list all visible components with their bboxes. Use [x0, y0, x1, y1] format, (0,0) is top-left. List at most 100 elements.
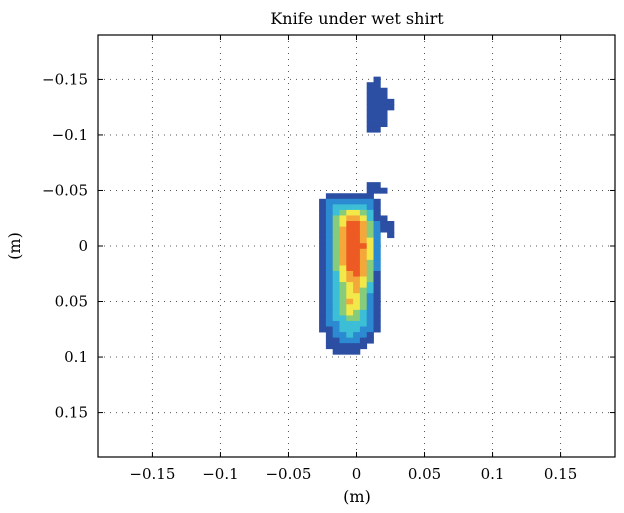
heatmap-cell	[332, 276, 340, 283]
heatmap-cell	[319, 309, 327, 316]
heatmap-cell	[366, 254, 374, 261]
heatmap-cell	[332, 348, 340, 355]
heatmap-cell	[353, 232, 361, 239]
heatmap-cell	[332, 298, 340, 305]
heatmap-cell	[353, 348, 361, 355]
heatmap-cell	[366, 293, 374, 300]
heatmap-cell	[380, 98, 388, 105]
heatmap-cell	[339, 254, 347, 261]
heatmap-cell	[373, 121, 381, 128]
heatmap-cell	[359, 237, 368, 244]
heatmap-cell	[359, 320, 368, 327]
heatmap-cell	[359, 326, 368, 333]
heatmap-cell	[353, 276, 361, 283]
heatmap-cell	[353, 226, 361, 233]
heatmap-cell	[359, 298, 368, 305]
heatmap-cell	[366, 209, 374, 216]
heatmap-cell	[332, 193, 340, 200]
heatmap-cell	[332, 320, 340, 327]
heatmap-cell	[366, 109, 374, 116]
heatmap-cell	[325, 315, 334, 322]
heatmap-cell	[366, 215, 374, 222]
heatmap-cell	[373, 98, 381, 105]
heatmap-cell	[366, 187, 374, 194]
heatmap-cell	[353, 254, 361, 261]
heatmap-cell	[339, 265, 347, 272]
heatmap-cell	[339, 332, 347, 339]
heatmap-cell	[359, 221, 368, 227]
heatmap-cell	[366, 259, 374, 266]
heatmap-cell	[346, 270, 354, 277]
heatmap-cell	[366, 315, 374, 322]
heatmap-cell	[319, 232, 327, 239]
x-tick-label: 0.1	[481, 465, 505, 483]
x-tick-label: −0.15	[129, 465, 175, 483]
heatmap-cell	[380, 109, 388, 116]
heatmap-cell	[332, 232, 340, 239]
heatmap-cell	[353, 215, 361, 222]
heatmap-cell	[359, 198, 368, 205]
heatmap-cell	[346, 298, 354, 305]
heatmap-cell	[359, 243, 368, 250]
heatmap-cell	[332, 248, 340, 255]
heatmap-cell	[359, 204, 368, 211]
heatmap-cell	[380, 187, 388, 194]
heatmap-cell	[339, 343, 347, 350]
heatmap-cell	[325, 304, 334, 311]
heatmap-cell	[366, 198, 374, 205]
heatmap-cell	[359, 259, 368, 266]
heatmap-cell	[387, 98, 395, 105]
heatmap-cell	[339, 287, 347, 294]
heatmap-cell	[366, 193, 374, 200]
heatmap-cell	[339, 320, 347, 327]
heatmap-cell	[353, 248, 361, 255]
heatmap-cell	[366, 309, 374, 316]
heatmap-cell	[373, 182, 381, 189]
heatmap-cells	[319, 76, 395, 355]
heatmap-cell	[339, 198, 347, 205]
heatmap-cell	[346, 243, 354, 250]
y-axis-label: (m)	[5, 232, 24, 260]
heatmap-cell	[346, 293, 354, 300]
heatmap-cell	[332, 343, 340, 350]
heatmap-cell	[366, 326, 374, 333]
heatmap-cell	[353, 243, 361, 250]
heatmap-cell	[332, 254, 340, 261]
heatmap-cell	[366, 98, 374, 105]
heatmap-cell	[319, 304, 327, 311]
heatmap-cell	[325, 332, 334, 339]
heatmap-cell	[366, 337, 374, 344]
heatmap-cell	[359, 343, 368, 350]
heatmap-cell	[319, 326, 327, 333]
heatmap-cell	[359, 254, 368, 261]
heatmap-cell	[373, 320, 381, 327]
x-tick-label: 0	[352, 465, 362, 483]
heatmap-cell	[346, 337, 354, 344]
y-tick-labels: −0.15 −0.1 −0.05 0 0.05 0.1 0.15	[42, 70, 88, 421]
heatmap-cell	[373, 226, 381, 233]
heatmap-cell	[359, 337, 368, 344]
heatmap-cell	[353, 309, 361, 316]
heatmap-cell	[353, 282, 361, 289]
heatmap-cell	[325, 226, 334, 233]
heatmap-cell	[332, 309, 340, 316]
heatmap-cell	[353, 270, 361, 277]
heatmap-cell	[373, 259, 381, 266]
tick-marks	[98, 35, 615, 457]
heatmap-cell	[319, 215, 327, 222]
heatmap-cell	[353, 193, 361, 200]
heatmap-cell	[346, 193, 354, 200]
heatmap-cell	[373, 187, 381, 194]
heatmap-cell	[373, 76, 381, 83]
heatmap-cell	[366, 104, 374, 111]
heatmap-cell	[373, 326, 381, 333]
heatmap-cell	[325, 309, 334, 316]
heatmap-cell	[380, 121, 388, 128]
heatmap-cell	[332, 287, 340, 294]
heatmap-cell	[346, 237, 354, 244]
heatmap-cell	[339, 237, 347, 244]
heatmap-cell	[319, 270, 327, 277]
x-tick-label: 0.05	[408, 465, 441, 483]
heatmap-cell	[325, 287, 334, 294]
heatmap-cell	[353, 237, 361, 244]
